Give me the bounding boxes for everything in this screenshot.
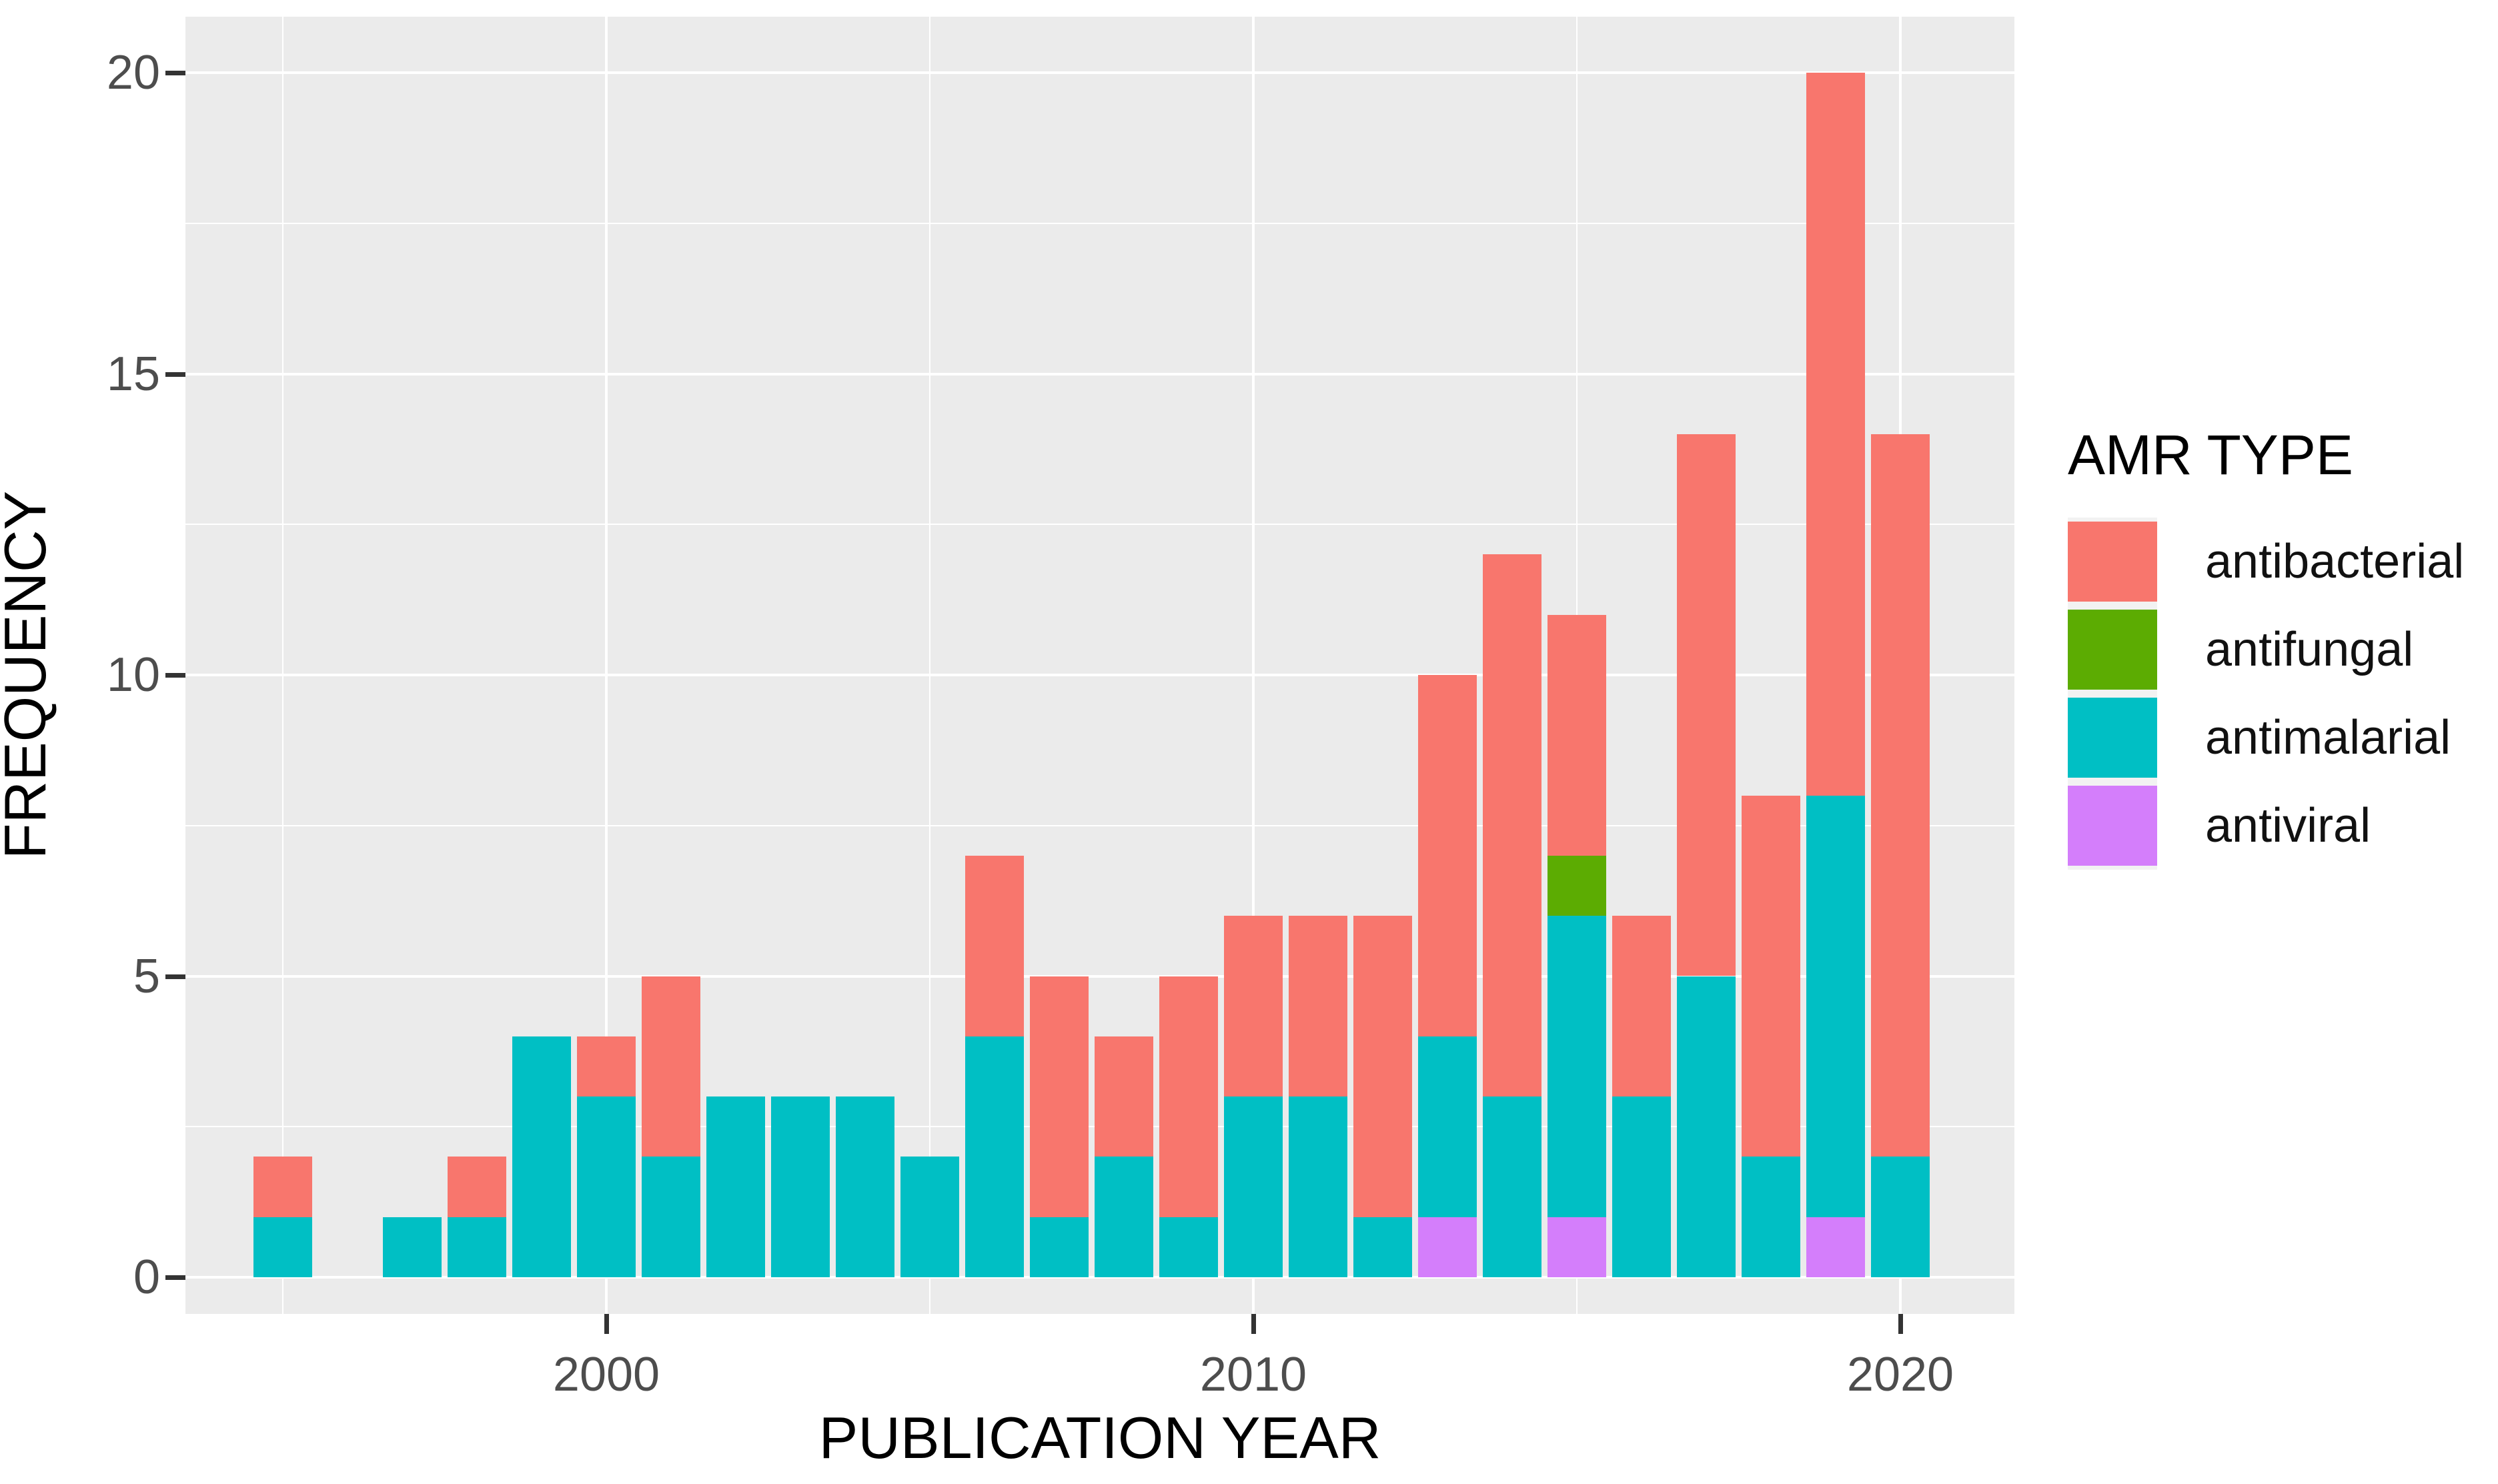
gridline-y-minor-7.5 bbox=[185, 824, 2014, 826]
legend-item-antiviral: antiviral bbox=[2068, 782, 2464, 870]
bar-2019-antimalarial bbox=[1806, 795, 1865, 1217]
gridline-y-major-5 bbox=[185, 974, 2014, 978]
bar-2005-antimalarial bbox=[900, 1157, 959, 1277]
bar-1995-antimalarial bbox=[253, 1217, 312, 1277]
bar-2008-antimalarial bbox=[1095, 1157, 1153, 1277]
legend-swatch-antimalarial bbox=[2068, 698, 2157, 778]
bar-2006-antibacterial bbox=[965, 855, 1024, 1036]
legend-label-antifungal: antifungal bbox=[2205, 623, 2414, 676]
y-tick-label-20: 20 bbox=[106, 46, 160, 99]
bar-2007-antimalarial bbox=[1030, 1217, 1089, 1277]
y-tick-label-15: 15 bbox=[106, 347, 160, 401]
bar-2015-antifungal bbox=[1547, 855, 1606, 916]
x-tick-2000 bbox=[604, 1314, 609, 1334]
y-tick-20 bbox=[165, 71, 185, 75]
x-tick-label-2020: 2020 bbox=[1846, 1348, 1954, 1401]
bar-2013-antimalarial bbox=[1418, 1036, 1477, 1217]
bar-2013-antibacterial bbox=[1418, 675, 1477, 1036]
x-tick-2010 bbox=[1251, 1314, 1256, 1334]
bar-2010-antibacterial bbox=[1224, 916, 1283, 1097]
bar-2017-antimalarial bbox=[1677, 976, 1736, 1277]
bar-2000-antimalarial bbox=[577, 1096, 636, 1277]
y-axis-title: FREQUENCY bbox=[0, 490, 58, 860]
bar-2015-antibacterial bbox=[1547, 614, 1606, 856]
y-tick-label-10: 10 bbox=[106, 648, 160, 702]
bar-2004-antimalarial bbox=[836, 1096, 894, 1277]
plot-panel bbox=[185, 17, 2014, 1314]
bar-2018-antibacterial bbox=[1742, 795, 1800, 1157]
bar-2006-antimalarial bbox=[965, 1036, 1024, 1277]
bar-2015-antiviral bbox=[1547, 1217, 1606, 1277]
legend-key-antifungal bbox=[2068, 606, 2157, 694]
x-tick-2020 bbox=[1898, 1314, 1903, 1334]
bar-2020-antimalarial bbox=[1871, 1157, 1930, 1277]
legend-swatch-antiviral bbox=[2068, 786, 2157, 866]
legend-key-antiviral bbox=[2068, 782, 2157, 870]
legend-label-antimalarial: antimalarial bbox=[2205, 711, 2451, 764]
bar-2007-antibacterial bbox=[1030, 976, 1089, 1217]
gridline-y-major-0 bbox=[185, 1276, 2014, 1279]
y-tick-label-0: 0 bbox=[133, 1251, 160, 1304]
gridline-y-major-15 bbox=[185, 372, 2014, 376]
legend-label-antiviral: antiviral bbox=[2205, 799, 2371, 852]
y-tick-0 bbox=[165, 1275, 185, 1280]
bar-2014-antibacterial bbox=[1483, 554, 1541, 1097]
gridline-y-minor-12.5 bbox=[185, 524, 2014, 526]
bar-2009-antibacterial bbox=[1159, 976, 1218, 1217]
gridline-x-major-2000 bbox=[605, 17, 608, 1314]
bar-2001-antimalarial bbox=[642, 1157, 700, 1277]
bar-1997-antimalarial bbox=[383, 1217, 442, 1277]
bar-2002-antimalarial bbox=[706, 1096, 765, 1277]
bar-2019-antiviral bbox=[1806, 1217, 1865, 1277]
y-tick-label-5: 5 bbox=[133, 949, 160, 1003]
x-tick-label-2000: 2000 bbox=[552, 1348, 660, 1401]
gridline-x-major-2010 bbox=[1252, 17, 1255, 1314]
gridline-y-major-20 bbox=[185, 71, 2014, 74]
bar-2011-antibacterial bbox=[1289, 916, 1347, 1097]
bar-2009-antimalarial bbox=[1159, 1217, 1218, 1277]
legend-swatch-antifungal bbox=[2068, 610, 2157, 690]
legend-key-antimalarial bbox=[2068, 694, 2157, 782]
legend-item-antifungal: antifungal bbox=[2068, 606, 2464, 694]
legend-label-antibacterial: antibacterial bbox=[2205, 535, 2465, 588]
bar-1999-antimalarial bbox=[512, 1036, 571, 1277]
bar-1995-antibacterial bbox=[253, 1157, 312, 1217]
gridline-y-major-10 bbox=[185, 674, 2014, 676]
x-axis-title: PUBLICATION YEAR bbox=[818, 1405, 1381, 1471]
gridline-x-minor-1995 bbox=[282, 17, 283, 1314]
bar-2013-antiviral bbox=[1418, 1217, 1477, 1277]
bar-2015-antimalarial bbox=[1547, 916, 1606, 1217]
bar-2003-antimalarial bbox=[771, 1096, 830, 1277]
bar-2000-antibacterial bbox=[577, 1036, 636, 1097]
bar-2016-antimalarial bbox=[1612, 1096, 1671, 1277]
bar-2017-antibacterial bbox=[1677, 434, 1736, 976]
bar-2001-antibacterial bbox=[642, 976, 700, 1157]
gridline-y-minor-17.5 bbox=[185, 222, 2014, 224]
bar-1998-antimalarial bbox=[448, 1217, 506, 1277]
legend-items: antibacterial antifungal antimalarial antiv… bbox=[2068, 518, 2464, 870]
bar-2016-antibacterial bbox=[1612, 916, 1671, 1097]
bar-2010-antimalarial bbox=[1224, 1096, 1283, 1277]
bar-2012-antimalarial bbox=[1353, 1217, 1412, 1277]
legend-swatch-antibacterial bbox=[2068, 522, 2157, 602]
bar-2008-antibacterial bbox=[1095, 1036, 1153, 1157]
x-tick-label-2010: 2010 bbox=[1199, 1348, 1307, 1401]
legend-key-antibacterial bbox=[2068, 518, 2157, 606]
bar-2012-antibacterial bbox=[1353, 916, 1412, 1217]
bar-2019-antibacterial bbox=[1806, 73, 1865, 796]
legend: AMR TYPE antibacterial antifungal antimala… bbox=[2068, 427, 2464, 870]
bar-2011-antimalarial bbox=[1289, 1096, 1347, 1277]
bar-2020-antibacterial bbox=[1871, 434, 1930, 1157]
legend-title: AMR TYPE bbox=[2068, 424, 2353, 486]
bar-2014-antimalarial bbox=[1483, 1096, 1541, 1277]
legend-item-antimalarial: antimalarial bbox=[2068, 694, 2464, 782]
y-tick-10 bbox=[165, 673, 185, 678]
bar-2018-antimalarial bbox=[1742, 1157, 1800, 1277]
y-tick-5 bbox=[165, 974, 185, 979]
gridline-x-minor-2005 bbox=[929, 17, 930, 1314]
legend-item-antibacterial: antibacterial bbox=[2068, 518, 2464, 606]
y-tick-15 bbox=[165, 372, 185, 377]
bar-1998-antibacterial bbox=[448, 1157, 506, 1217]
